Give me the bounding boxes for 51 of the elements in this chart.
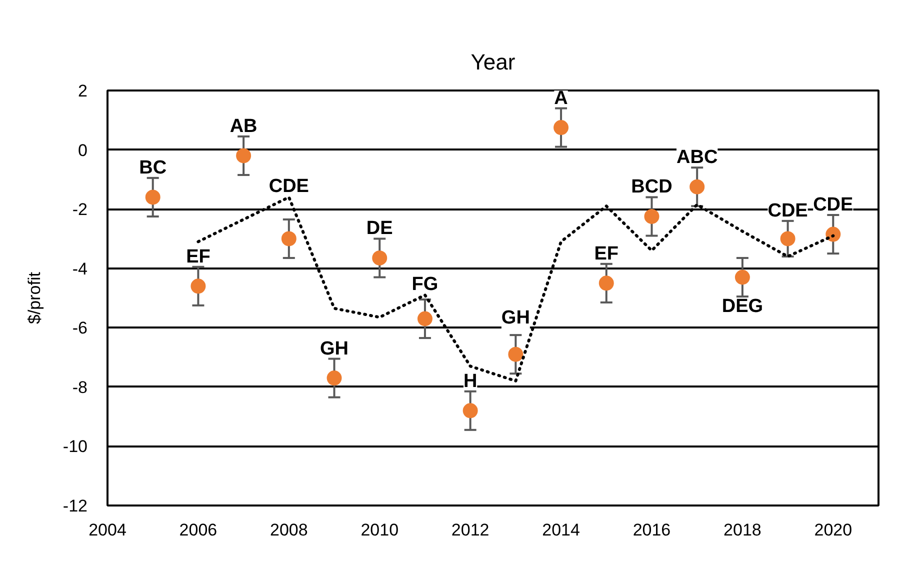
point: [145, 190, 160, 205]
annotation: EF: [594, 243, 619, 264]
x-tick-label: 2020: [814, 520, 852, 540]
annotation: BCD: [631, 176, 672, 198]
point: [780, 231, 796, 246]
point: [462, 403, 478, 418]
annotation: H: [463, 370, 478, 392]
y-tick-label: -4: [72, 259, 88, 278]
point: [826, 226, 841, 242]
point: [690, 179, 705, 194]
annotation: GH: [320, 338, 349, 360]
y-tick-label: 2: [78, 82, 88, 100]
x-tick-label: 2006: [179, 520, 218, 540]
point: [190, 278, 206, 294]
point: [281, 231, 296, 246]
point: [598, 276, 614, 291]
x-tick-label: 2012: [451, 520, 490, 540]
annotation: FG: [412, 274, 438, 295]
y-tick-label: -8: [72, 378, 88, 397]
point: [417, 311, 432, 326]
y-tick-label: -10: [62, 437, 88, 456]
x-tick-label: 2014: [542, 520, 580, 540]
point: [734, 270, 750, 285]
annotation: BC: [139, 157, 167, 178]
annotation: ABC: [676, 147, 718, 168]
annotation: DE: [366, 218, 393, 240]
annotation: A: [554, 88, 568, 109]
x-tick-label: 2016: [632, 520, 671, 540]
y-axis-title: $/profit: [24, 272, 44, 324]
y-tick-label: 0: [78, 140, 88, 160]
y-tick-label: -2: [72, 200, 88, 220]
x-tick-label: 2018: [724, 520, 762, 540]
annotation: CDE: [813, 194, 854, 216]
point: [644, 208, 660, 224]
point: [372, 250, 388, 266]
annotation: EF: [186, 246, 210, 268]
annotation: CDE: [268, 176, 309, 197]
x-tick-label: 2008: [270, 520, 308, 540]
point: [554, 120, 569, 136]
y-tick-label: -6: [72, 318, 88, 338]
annotation: GH: [501, 308, 530, 329]
y-tick-label: -12: [62, 496, 88, 516]
point: [508, 346, 524, 362]
annotation: CDE: [768, 200, 808, 222]
annotation: AB: [230, 116, 258, 137]
x-tick-label: 2004: [88, 520, 126, 540]
point: [236, 148, 252, 164]
annotation: DEG: [722, 296, 764, 318]
x-axis-title: Year: [470, 50, 516, 74]
point: [326, 370, 342, 386]
x-tick-label: 2010: [360, 520, 399, 540]
